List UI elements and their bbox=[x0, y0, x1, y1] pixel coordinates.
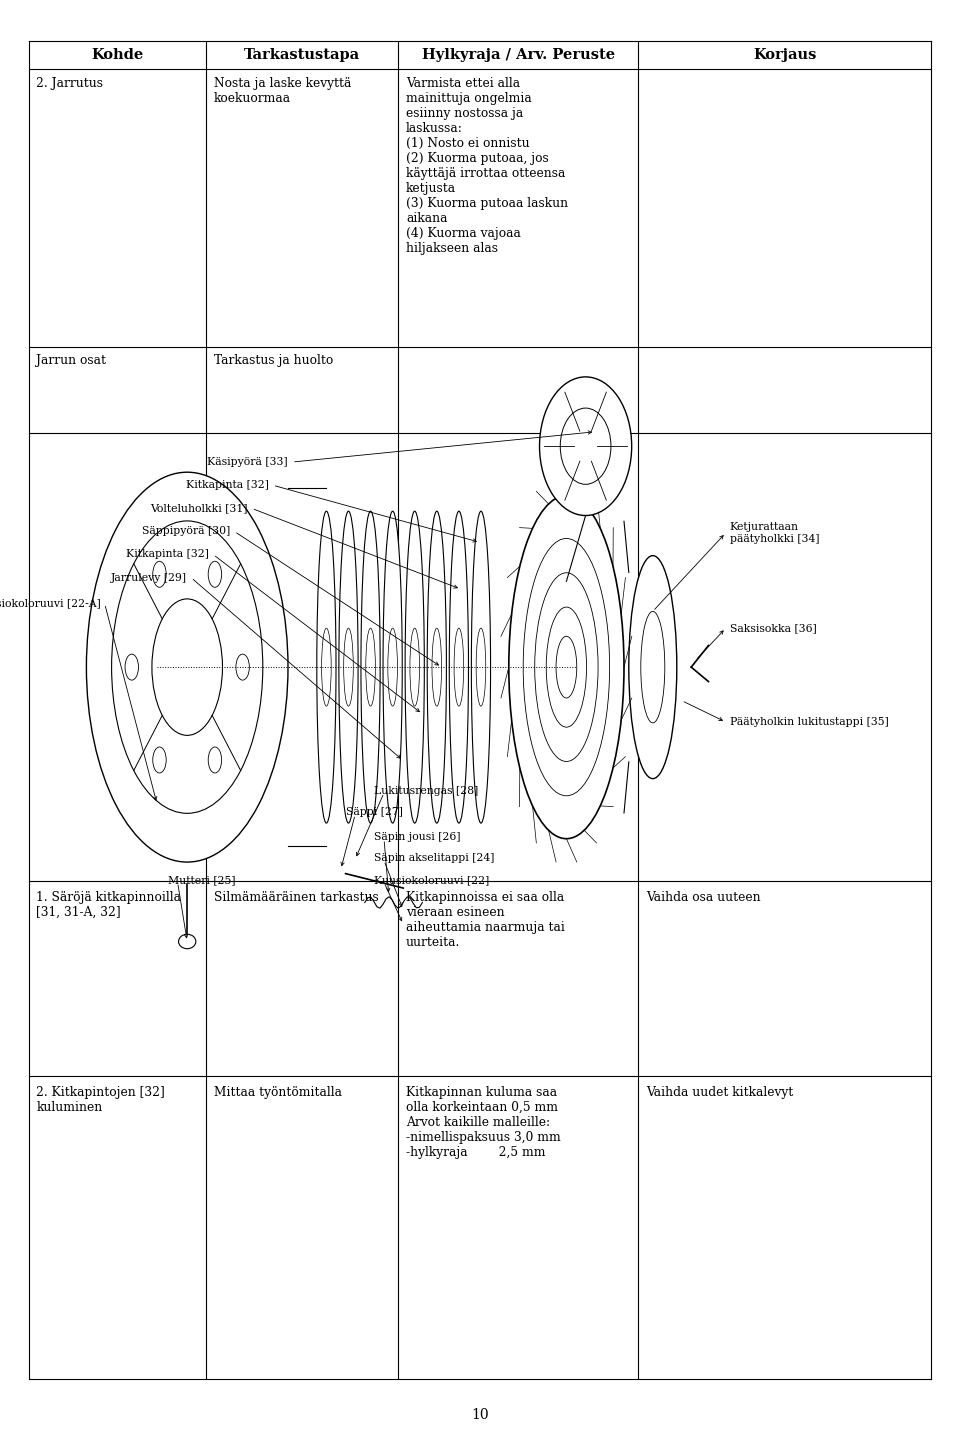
Text: Silmämääräinen tarkastus: Silmämääräinen tarkastus bbox=[214, 891, 379, 904]
Ellipse shape bbox=[629, 556, 677, 778]
Ellipse shape bbox=[476, 628, 486, 706]
Text: Saksisokka [36]: Saksisokka [36] bbox=[730, 624, 816, 632]
Text: Säpin jousi [26]: Säpin jousi [26] bbox=[374, 832, 461, 842]
Ellipse shape bbox=[339, 511, 358, 823]
Text: Lukitusrengas [28]: Lukitusrengas [28] bbox=[374, 786, 479, 796]
Text: Kitkapinta [32]: Kitkapinta [32] bbox=[127, 550, 209, 559]
Text: Volteluholkki [31]: Volteluholkki [31] bbox=[150, 504, 248, 513]
Text: Kitkapinnoissa ei saa olla
vieraan esineen
aiheuttamia naarmuja tai
uurteita.: Kitkapinnoissa ei saa olla vieraan esine… bbox=[406, 891, 564, 949]
Ellipse shape bbox=[449, 511, 468, 823]
Text: 1. Säröjä kitkapinnoilla
[31, 31-A, 32]: 1. Säröjä kitkapinnoilla [31, 31-A, 32] bbox=[36, 891, 181, 918]
Ellipse shape bbox=[344, 628, 353, 706]
Text: Nosta ja laske kevyttä
koekuormaa: Nosta ja laske kevyttä koekuormaa bbox=[214, 77, 351, 104]
Text: Mittaa työntömitalla: Mittaa työntömitalla bbox=[214, 1086, 342, 1099]
Text: Tarkastustapa: Tarkastustapa bbox=[245, 48, 360, 62]
Text: Jarrun osat: Jarrun osat bbox=[36, 354, 107, 367]
Text: Mutteri [25]: Mutteri [25] bbox=[168, 875, 235, 885]
Ellipse shape bbox=[427, 511, 446, 823]
Text: Kohde: Kohde bbox=[91, 48, 144, 62]
Ellipse shape bbox=[410, 628, 420, 706]
Ellipse shape bbox=[540, 377, 632, 516]
Text: Kitkapinta [32]: Kitkapinta [32] bbox=[186, 481, 269, 490]
Text: Vaihda osa uuteen: Vaihda osa uuteen bbox=[646, 891, 760, 904]
Text: Hylkyraja / Arv. Peruste: Hylkyraja / Arv. Peruste bbox=[421, 48, 615, 62]
Ellipse shape bbox=[179, 934, 196, 949]
Text: Säpin akselitappi [24]: Säpin akselitappi [24] bbox=[374, 853, 494, 864]
Text: Kuusiokoloruuvi [22-A]: Kuusiokoloruuvi [22-A] bbox=[0, 599, 101, 608]
Text: Päätyholkin lukitustappi [35]: Päätyholkin lukitustappi [35] bbox=[730, 718, 888, 726]
Text: 2. Jarrutus: 2. Jarrutus bbox=[36, 77, 104, 90]
Ellipse shape bbox=[388, 628, 397, 706]
Text: Tarkastus ja huolto: Tarkastus ja huolto bbox=[214, 354, 333, 367]
Text: Ketjurattaan
päätyholkki [34]: Ketjurattaan päätyholkki [34] bbox=[730, 523, 819, 543]
Ellipse shape bbox=[454, 628, 464, 706]
Ellipse shape bbox=[111, 521, 263, 813]
Ellipse shape bbox=[383, 511, 402, 823]
Text: Säppipyörä [30]: Säppipyörä [30] bbox=[142, 527, 230, 536]
Text: Säppi [27]: Säppi [27] bbox=[346, 807, 402, 817]
Text: Käsipyörä [33]: Käsipyörä [33] bbox=[207, 458, 288, 466]
Ellipse shape bbox=[86, 472, 288, 862]
Ellipse shape bbox=[471, 511, 491, 823]
Text: 2. Kitkapintojen [32]
kuluminen: 2. Kitkapintojen [32] kuluminen bbox=[36, 1086, 165, 1113]
Ellipse shape bbox=[509, 495, 624, 839]
Text: Korjaus: Korjaus bbox=[753, 48, 817, 62]
Ellipse shape bbox=[432, 628, 442, 706]
Ellipse shape bbox=[152, 599, 223, 735]
Text: Varmista ettei alla
mainittuja ongelmia
esiinny nostossa ja
laskussa:
(1) Nosto : Varmista ettei alla mainittuja ongelmia … bbox=[406, 77, 568, 254]
Text: Kuusiokoloruuvi [22]: Kuusiokoloruuvi [22] bbox=[374, 875, 490, 885]
Text: Vaihda uudet kitkalevyt: Vaihda uudet kitkalevyt bbox=[646, 1086, 793, 1099]
Text: Jarrulevy [29]: Jarrulevy [29] bbox=[111, 573, 187, 582]
Ellipse shape bbox=[361, 511, 380, 823]
Text: Kitkapinnan kuluma saa
olla korkeintaan 0,5 mm
Arvot kaikille malleille:
-nimell: Kitkapinnan kuluma saa olla korkeintaan … bbox=[406, 1086, 561, 1160]
Ellipse shape bbox=[317, 511, 336, 823]
Ellipse shape bbox=[322, 628, 331, 706]
Text: 10: 10 bbox=[471, 1408, 489, 1422]
Ellipse shape bbox=[366, 628, 375, 706]
Ellipse shape bbox=[405, 511, 424, 823]
